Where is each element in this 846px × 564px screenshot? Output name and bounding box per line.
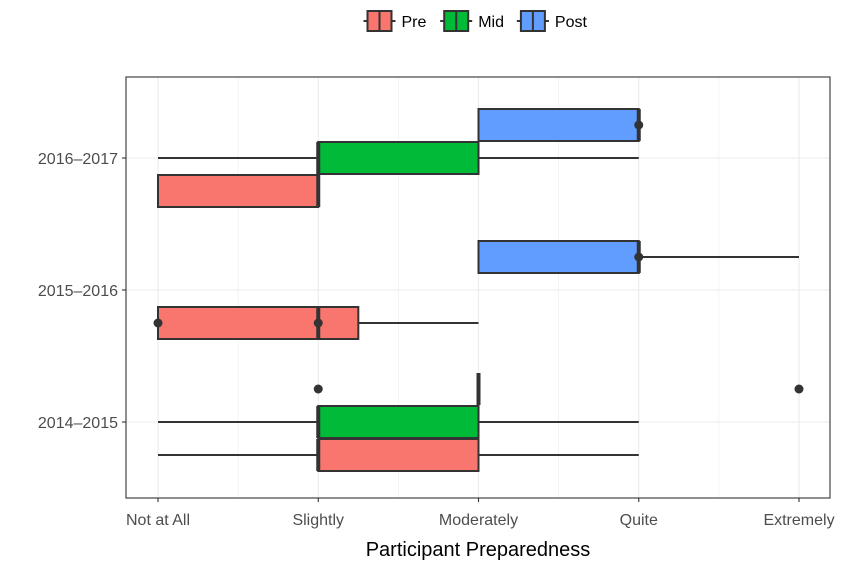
box-iqr <box>477 108 640 142</box>
x-tick-label: Extremely <box>763 512 834 529</box>
box-iqr <box>317 438 480 472</box>
box-iqr <box>477 240 640 274</box>
x-tick-label: Not at All <box>126 512 190 529</box>
legend-key-mid <box>440 10 473 32</box>
legend-label: Pre <box>402 14 427 31</box>
y-tick-label: 2016–2017 <box>38 151 118 168</box>
box-pre <box>153 306 479 340</box>
outlier-point <box>794 384 804 394</box>
box-iqr <box>317 141 480 175</box>
box-pre <box>157 174 321 208</box>
x-axis-title: Participant Preparedness <box>366 539 591 561</box>
box-iqr <box>317 405 480 439</box>
box-post <box>477 240 799 274</box>
outlier-point <box>634 252 644 262</box>
box-post <box>313 373 804 405</box>
x-tick-label: Moderately <box>439 512 518 529</box>
outlier-point <box>313 318 323 328</box>
legend-label: Post <box>555 14 588 31</box>
outlier-point <box>153 318 163 328</box>
box-pre <box>158 438 639 472</box>
y-axis: 2014–2015 2015–2016 2016–2017 <box>38 151 126 432</box>
legend: Pre Mid Post <box>363 10 588 32</box>
box-iqr <box>157 306 360 340</box>
legend-label: Mid <box>478 14 504 31</box>
box-mid <box>158 405 639 439</box>
y-tick-label: 2014–2015 <box>38 415 118 432</box>
box-mid <box>158 141 639 175</box>
box-iqr <box>157 174 320 208</box>
x-axis: Not at All Slightly Moderately Quite Extreme… <box>126 498 835 529</box>
x-tick-label: Quite <box>620 512 658 529</box>
y-tick-label: 2015–2016 <box>38 283 118 300</box>
x-tick-label: Slightly <box>292 512 344 529</box>
outlier-point <box>634 120 644 130</box>
box-post <box>477 108 644 142</box>
outlier-point <box>313 384 323 394</box>
boxes <box>153 108 804 472</box>
legend-key-pre <box>363 10 396 32</box>
legend-key-post <box>516 10 549 32</box>
